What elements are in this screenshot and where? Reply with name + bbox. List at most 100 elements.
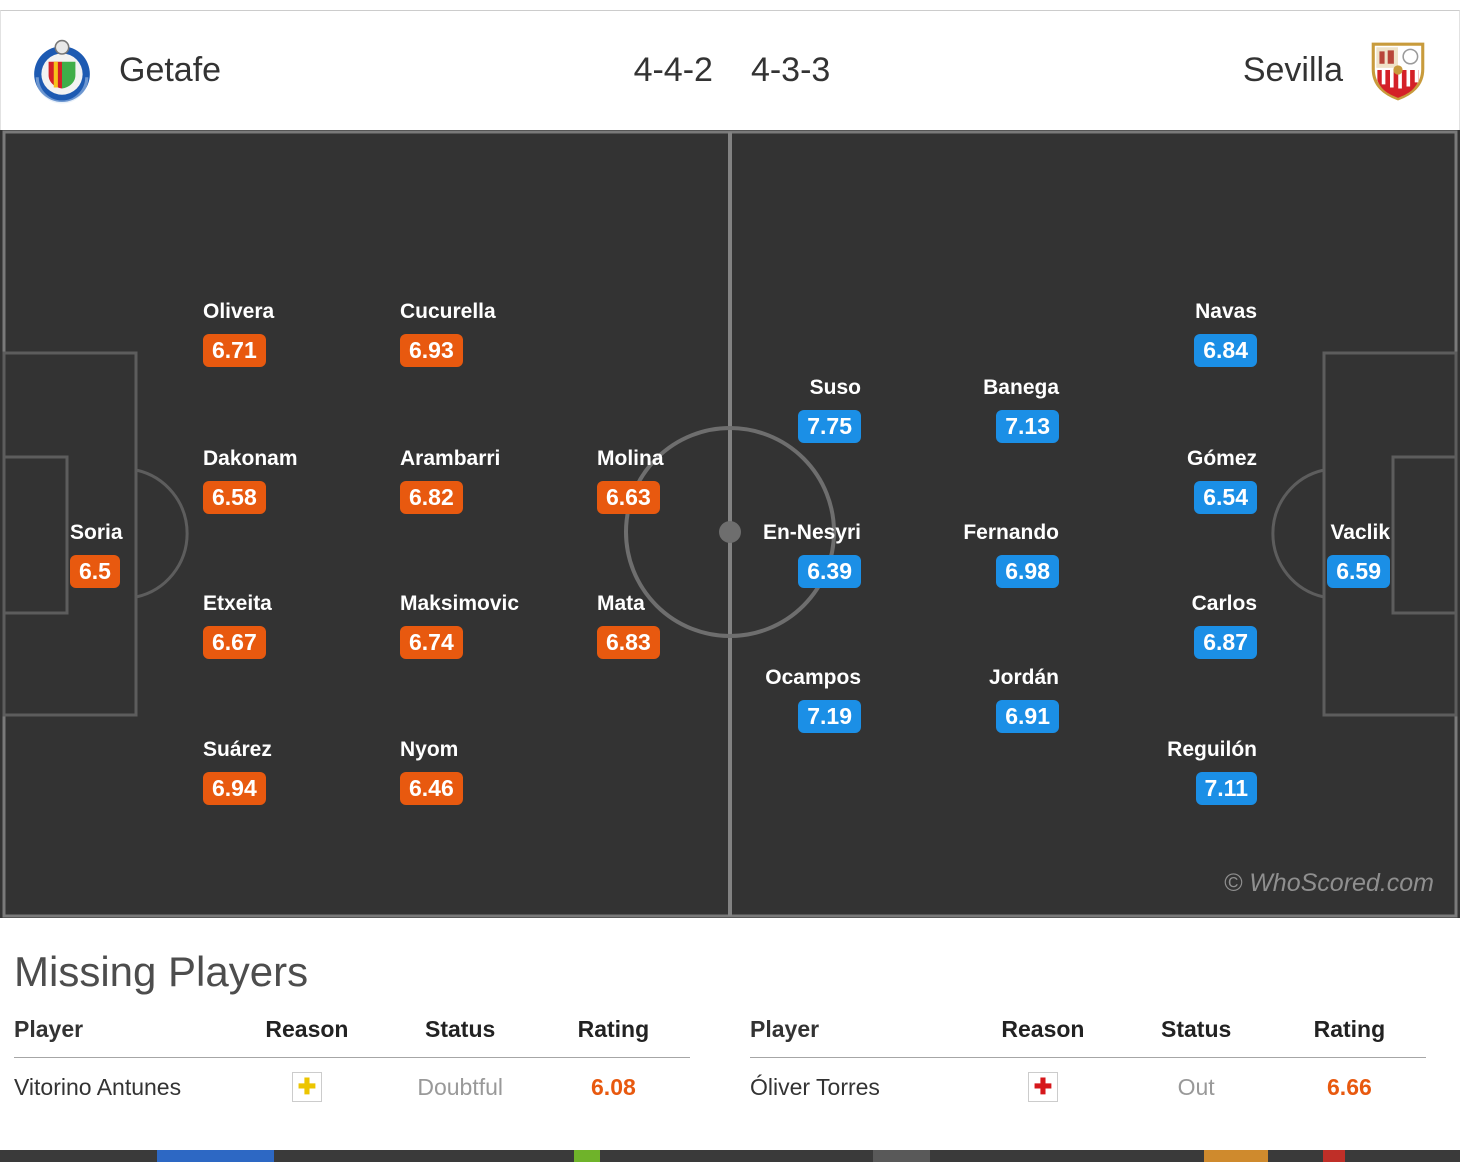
- player-rating-badge[interactable]: 7.13: [996, 410, 1059, 443]
- pitch-player[interactable]: Mata 6.83: [597, 592, 660, 659]
- player-rating-badge[interactable]: 6.46: [400, 772, 463, 805]
- match-header: Getafe 4-4-2 4-3-3 Sevilla: [0, 10, 1460, 130]
- player-rating-badge[interactable]: 6.59: [1327, 555, 1390, 588]
- player-name[interactable]: Gómez: [1186, 447, 1257, 470]
- pitch-player[interactable]: Vaclik 6.59: [1327, 521, 1390, 588]
- player-rating-badge[interactable]: 6.87: [1194, 626, 1257, 659]
- player-name[interactable]: Suso: [809, 376, 861, 399]
- player-rating-badge[interactable]: 7.75: [798, 410, 861, 443]
- player-name[interactable]: Dakonam: [203, 447, 298, 470]
- pitch-player[interactable]: Arambarri 6.82: [400, 447, 500, 514]
- missing-player-row: Vitorino Antunes ✚ Doubtful 6.08: [14, 1057, 690, 1116]
- sevilla-crest-icon[interactable]: [1365, 38, 1431, 104]
- pitch-player[interactable]: Ocampos 7.19: [765, 666, 861, 733]
- player-name[interactable]: Navas: [1195, 300, 1257, 323]
- bottom-banner[interactable]: [0, 1150, 1460, 1162]
- yellow-cross-icon: ✚: [291, 1072, 322, 1102]
- player-rating-badge[interactable]: 6.54: [1194, 481, 1257, 514]
- player-name[interactable]: Banega: [983, 376, 1059, 399]
- player-name[interactable]: Cucurella: [400, 300, 496, 323]
- pitch-player[interactable]: Reguilón 7.11: [1167, 738, 1257, 805]
- pitch-player[interactable]: Gómez 6.54: [1187, 447, 1257, 514]
- pitch-player[interactable]: En-Nesyri 6.39: [763, 521, 861, 588]
- missing-player-name[interactable]: Vitorino Antunes: [14, 1073, 182, 1100]
- player-name[interactable]: Fernando: [963, 521, 1059, 544]
- player-rating-badge[interactable]: 6.5: [70, 555, 120, 588]
- player-rating-badge[interactable]: 6.91: [996, 700, 1059, 733]
- player-name[interactable]: Molina: [597, 447, 664, 470]
- col-reason: Reason: [1001, 1016, 1085, 1042]
- player-rating-badge[interactable]: 6.39: [798, 555, 861, 588]
- missing-rows-home: Vitorino Antunes ✚ Doubtful 6.08: [14, 1057, 690, 1116]
- away-formation: 4-3-3: [750, 51, 831, 89]
- missing-table-home-header: Player Reason Status Rating: [14, 1000, 690, 1057]
- home-team: Getafe: [29, 38, 221, 104]
- player-rating-badge[interactable]: 6.67: [203, 626, 266, 659]
- missing-rows-away: Óliver Torres ✚ Out 6.66: [750, 1057, 1426, 1116]
- player-name[interactable]: Mata: [597, 592, 645, 615]
- pitch-player[interactable]: Molina 6.63: [597, 447, 664, 514]
- pitch-player[interactable]: Suso 7.75: [798, 376, 861, 443]
- player-name[interactable]: Jordán: [988, 666, 1059, 689]
- player-name[interactable]: Vaclik: [1330, 521, 1390, 544]
- missing-table-home: Player Reason Status Rating Vitorino Ant…: [0, 1000, 724, 1116]
- player-rating-badge[interactable]: 6.71: [203, 334, 266, 367]
- player-name[interactable]: Reguilón: [1167, 738, 1257, 761]
- player-name[interactable]: Suárez: [203, 738, 272, 761]
- home-team-name[interactable]: Getafe: [119, 51, 222, 89]
- player-name[interactable]: Nyom: [400, 738, 459, 761]
- rating-value: 6.66: [1327, 1073, 1372, 1100]
- col-reason: Reason: [265, 1016, 349, 1042]
- pitch-player[interactable]: Maksimovic 6.74: [400, 592, 519, 659]
- missing-players-section: Missing Players Player Reason Status Rat…: [0, 918, 1460, 1150]
- getafe-crest-icon[interactable]: [29, 38, 95, 104]
- pitch: © WhoScored.com Soria 6.5 Olivera 6.71 D…: [0, 130, 1460, 918]
- pitch-player[interactable]: Nyom 6.46: [400, 738, 463, 805]
- pitch-player[interactable]: Jordán 6.91: [989, 666, 1059, 733]
- col-status: Status: [425, 1016, 496, 1042]
- player-rating-badge[interactable]: 6.98: [996, 555, 1059, 588]
- missing-tables: Player Reason Status Rating Vitorino Ant…: [0, 1000, 1460, 1116]
- player-name[interactable]: Arambarri: [400, 447, 501, 470]
- pitch-player[interactable]: Soria 6.5: [70, 521, 123, 588]
- pitch-player[interactable]: Banega 7.13: [983, 376, 1059, 443]
- status-text: Out: [1177, 1073, 1215, 1100]
- player-name[interactable]: Soria: [70, 521, 123, 544]
- player-rating-badge[interactable]: 6.82: [400, 481, 463, 514]
- pitch-player[interactable]: Cucurella 6.93: [400, 300, 496, 367]
- pitch-player[interactable]: Fernando 6.98: [963, 521, 1059, 588]
- col-rating: Rating: [577, 1016, 650, 1042]
- player-name[interactable]: Maksimovic: [400, 592, 520, 615]
- player-name[interactable]: Olivera: [203, 300, 275, 323]
- player-rating-badge[interactable]: 6.74: [400, 626, 463, 659]
- player-rating-badge[interactable]: 6.94: [203, 772, 266, 805]
- player-rating-badge[interactable]: 7.11: [1195, 772, 1257, 805]
- player-rating-badge[interactable]: 7.19: [798, 700, 861, 733]
- player-name[interactable]: En-Nesyri: [762, 521, 861, 544]
- away-team-name[interactable]: Sevilla: [1242, 51, 1343, 89]
- player-rating-badge[interactable]: 6.58: [203, 481, 266, 514]
- rating-value: 6.08: [591, 1073, 636, 1100]
- player-name[interactable]: Ocampos: [765, 666, 861, 689]
- pitch-player[interactable]: Olivera 6.71: [203, 300, 274, 367]
- pitch-player[interactable]: Suárez 6.94: [203, 738, 272, 805]
- missing-player-row: Óliver Torres ✚ Out 6.66: [750, 1057, 1426, 1116]
- formations: 4-4-2 4-3-3: [221, 51, 1243, 90]
- pitch-player[interactable]: Dakonam 6.58: [203, 447, 298, 514]
- col-player: Player: [750, 1016, 820, 1042]
- col-status: Status: [1161, 1016, 1232, 1042]
- player-name[interactable]: Carlos: [1191, 592, 1257, 615]
- missing-player-name[interactable]: Óliver Torres: [750, 1073, 880, 1100]
- player-rating-badge[interactable]: 6.63: [597, 481, 660, 514]
- player-name[interactable]: Etxeita: [203, 592, 272, 615]
- col-rating: Rating: [1313, 1016, 1386, 1042]
- reason-cell: ✚: [230, 1072, 383, 1102]
- pitch-player[interactable]: Carlos 6.87: [1192, 592, 1257, 659]
- player-rating-badge[interactable]: 6.83: [597, 626, 660, 659]
- player-rating-badge[interactable]: 6.84: [1194, 334, 1257, 367]
- player-rating-badge[interactable]: 6.93: [400, 334, 463, 367]
- pitch-player[interactable]: Etxeita 6.67: [203, 592, 272, 659]
- banner-segment: [1204, 1150, 1268, 1162]
- pitch-player[interactable]: Navas 6.84: [1194, 300, 1257, 367]
